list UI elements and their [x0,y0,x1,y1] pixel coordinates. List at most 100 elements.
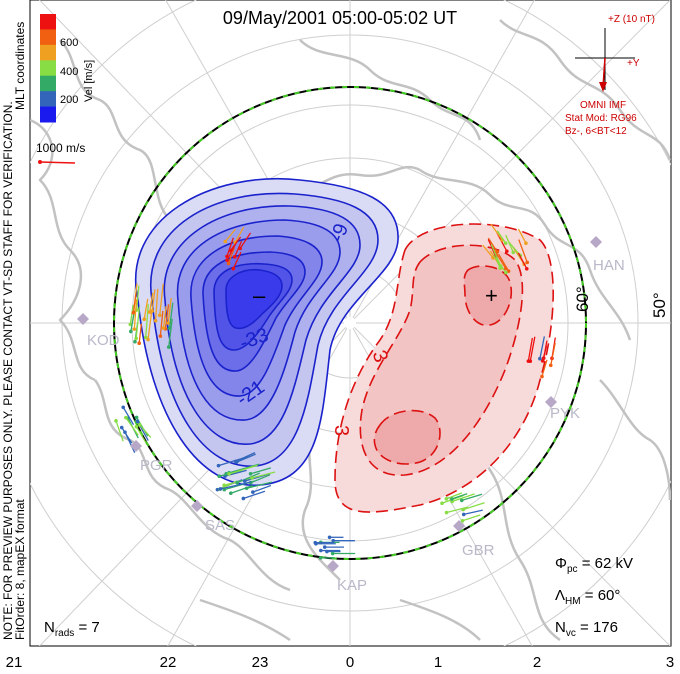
pole-marker [344,317,356,329]
velocity-vector-origin [440,501,444,506]
velocity-vector-origin [167,326,172,331]
velocity-vector-origin [227,472,231,476]
velocity-vector [482,244,494,259]
fit-order-note: FitOrder: 8, mapEX format [13,499,27,640]
velocity-vector-origin [143,335,148,340]
velocity-vector [550,342,556,366]
velocity-vector [237,472,260,484]
velocity-vector-origin [228,248,233,253]
velocity-vector [505,234,514,253]
colorbar-block [40,106,56,123]
velocity-vector-origin [538,356,542,361]
velocity-vector-origin [242,479,247,483]
radar-count: Nrads = 7 [44,619,100,639]
velocity-vector [230,484,253,494]
mlt-tick-23: 23 [252,654,269,671]
velocity-vector [227,247,236,264]
velocity-vector-origin [135,419,140,424]
velocity-vector-origin [251,490,255,494]
velocity-vector-origin [511,250,516,255]
velocity-vector-origin [331,538,336,543]
velocity-vector [250,467,272,475]
velocity-vector [232,251,242,269]
velocity-vector [220,481,252,490]
station-label-pyk: PYK [550,405,580,422]
velocity-vector-origin [505,249,509,254]
radar-station-markers [77,236,602,572]
velocity-vector [135,285,140,311]
velocity-vector-origin [504,266,508,271]
velocity-vector [122,406,135,426]
velocity-vector [164,304,170,329]
velocity-vector [527,337,534,362]
velocity-vector [226,237,234,257]
station-label-pgr: PGR [140,457,173,474]
velocity-vector [162,306,167,329]
velocity-vector-origin [248,471,253,476]
velocity-vector [451,493,468,500]
mlt-tick-2: 2 [533,654,541,671]
velocity-vector-origin [158,334,163,338]
velocity-vector [461,493,483,502]
velocity-vector [121,427,133,444]
coordinate-system-label: MLT coordinates [13,22,27,110]
stat-model-label: Stat Mod: RG96 [565,113,637,124]
negative-potential-cell [135,178,399,486]
velocity-vector [462,514,481,522]
velocity-vector-origin [460,518,465,523]
imf-z-label: +Z (10 nT) [608,14,655,25]
velocity-vector [246,481,272,489]
velocity-vector-origin [133,339,137,344]
velocity-vector [243,490,266,500]
velocity-vector [493,249,507,269]
velocity-vector [252,484,272,493]
map-title: 09/May/2001 05:00-05:02 UT [223,8,457,28]
velocity-vector [541,359,548,377]
velocity-vector-origin [226,261,231,266]
velocity-vector-origin [161,326,166,330]
velocity-vector-origin [134,336,138,341]
velocity-vector [496,230,507,244]
velocity-vector-origin [525,260,530,265]
station-label-gbr: GBR [462,542,495,559]
imf-y-label: +Y [627,58,640,69]
imf-condition-label: Bz-, 6<BT<12 [565,126,627,137]
velocity-vector-origin [504,270,508,275]
velocity-vector-origin [540,359,545,363]
velocity-vector [463,509,483,516]
velocity-vector [517,252,528,270]
velocity-vector-origin [524,266,529,271]
mlt-tick-1: 1 [434,654,442,671]
velocity-vector-origin [327,535,332,540]
velocity-vector [159,310,164,337]
colorbar-tick-200: 200 [60,94,78,106]
velocity-vector-origin [119,425,124,430]
velocity-vector [490,223,503,241]
velocity-vector-origin [147,310,152,314]
mlt-tick-21: 21 [6,654,23,671]
velocity-vector-origin [503,241,508,246]
velocity-vector [167,297,172,324]
preview-note: NOTE: FOR PREVIEW PURPOSES ONLY. PLEASE … [1,101,15,640]
velocity-vector-origin [244,486,249,491]
velocity-vector-origin [238,246,242,251]
velocity-vector [539,336,546,359]
positive-potential-cell [334,223,554,513]
velocity-vector [133,299,138,330]
velocity-vector-origin [223,239,228,244]
potential-max-marker: + [485,283,498,308]
velocity-vector [168,302,174,329]
velocity-vector-origin [498,264,503,268]
velocity-vector-origin [124,415,128,420]
velocity-vector-origin [234,460,239,464]
velocity-vector-origin [318,556,323,560]
velocity-vector [446,506,468,514]
velocity-vector-origin [444,497,449,501]
velocity-vector-origin [548,363,553,368]
velocity-vector-origin [153,318,158,323]
latitude-label-60: 60° [573,286,592,312]
cross-polar-potential: Φpc = 62 kV [555,555,633,575]
velocity-vector [135,306,141,339]
velocity-vector [446,492,463,500]
